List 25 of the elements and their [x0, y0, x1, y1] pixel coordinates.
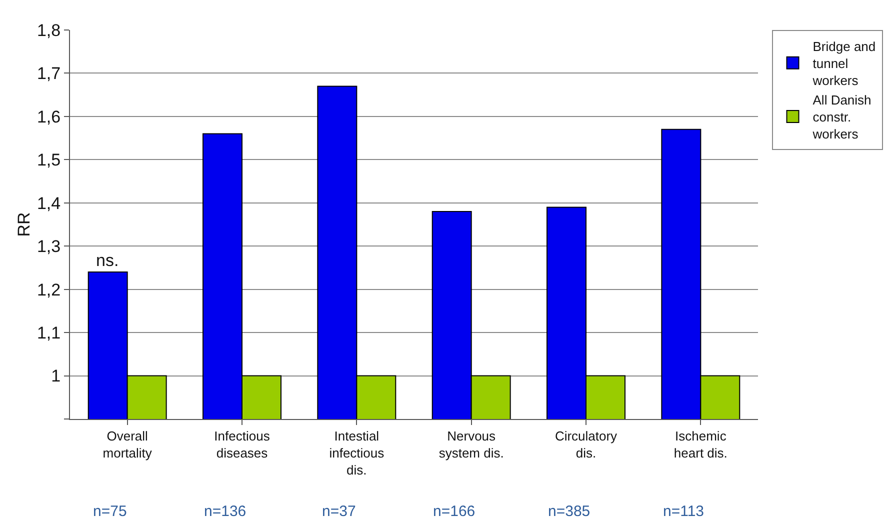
- x-tick-label: Ischemic heart dis.: [674, 428, 728, 460]
- y-tick-label: 1,7: [36, 64, 61, 84]
- annotation: n=136: [204, 503, 246, 519]
- annotation: n=166: [433, 503, 476, 519]
- annotation: n=37: [322, 503, 356, 519]
- x-tick-label: Circulatory dis.: [554, 428, 618, 460]
- x-tick-label: Overall mortality: [102, 428, 152, 460]
- annotation: n=113: [663, 503, 704, 519]
- y-tick-label: 1: [51, 366, 61, 386]
- x-tick-label: Nervous system dis.: [438, 428, 504, 460]
- x-tick-label: Infectious diseases: [214, 428, 270, 460]
- legend-label: Bridge and tunnel workers: [812, 39, 876, 88]
- y-tick-label: 1,8: [36, 20, 61, 40]
- y-tick-label: 1,2: [36, 280, 61, 300]
- annotation: n=385: [548, 503, 590, 519]
- x-tick-label: Intestial infectious dis.: [329, 428, 385, 478]
- annotation: ns.: [96, 251, 119, 270]
- legend-label: All Danish constr. workers: [812, 92, 872, 142]
- y-tick-label: 1,3: [36, 237, 61, 256]
- annotation: n=75: [93, 503, 127, 519]
- y-axis-title: RR: [14, 212, 34, 237]
- y-tick-label: 1,1: [36, 324, 61, 343]
- y-tick-label: 1,5: [36, 150, 61, 170]
- y-tick-label: 1,6: [36, 107, 61, 126]
- y-tick-label: 1,4: [36, 194, 61, 213]
